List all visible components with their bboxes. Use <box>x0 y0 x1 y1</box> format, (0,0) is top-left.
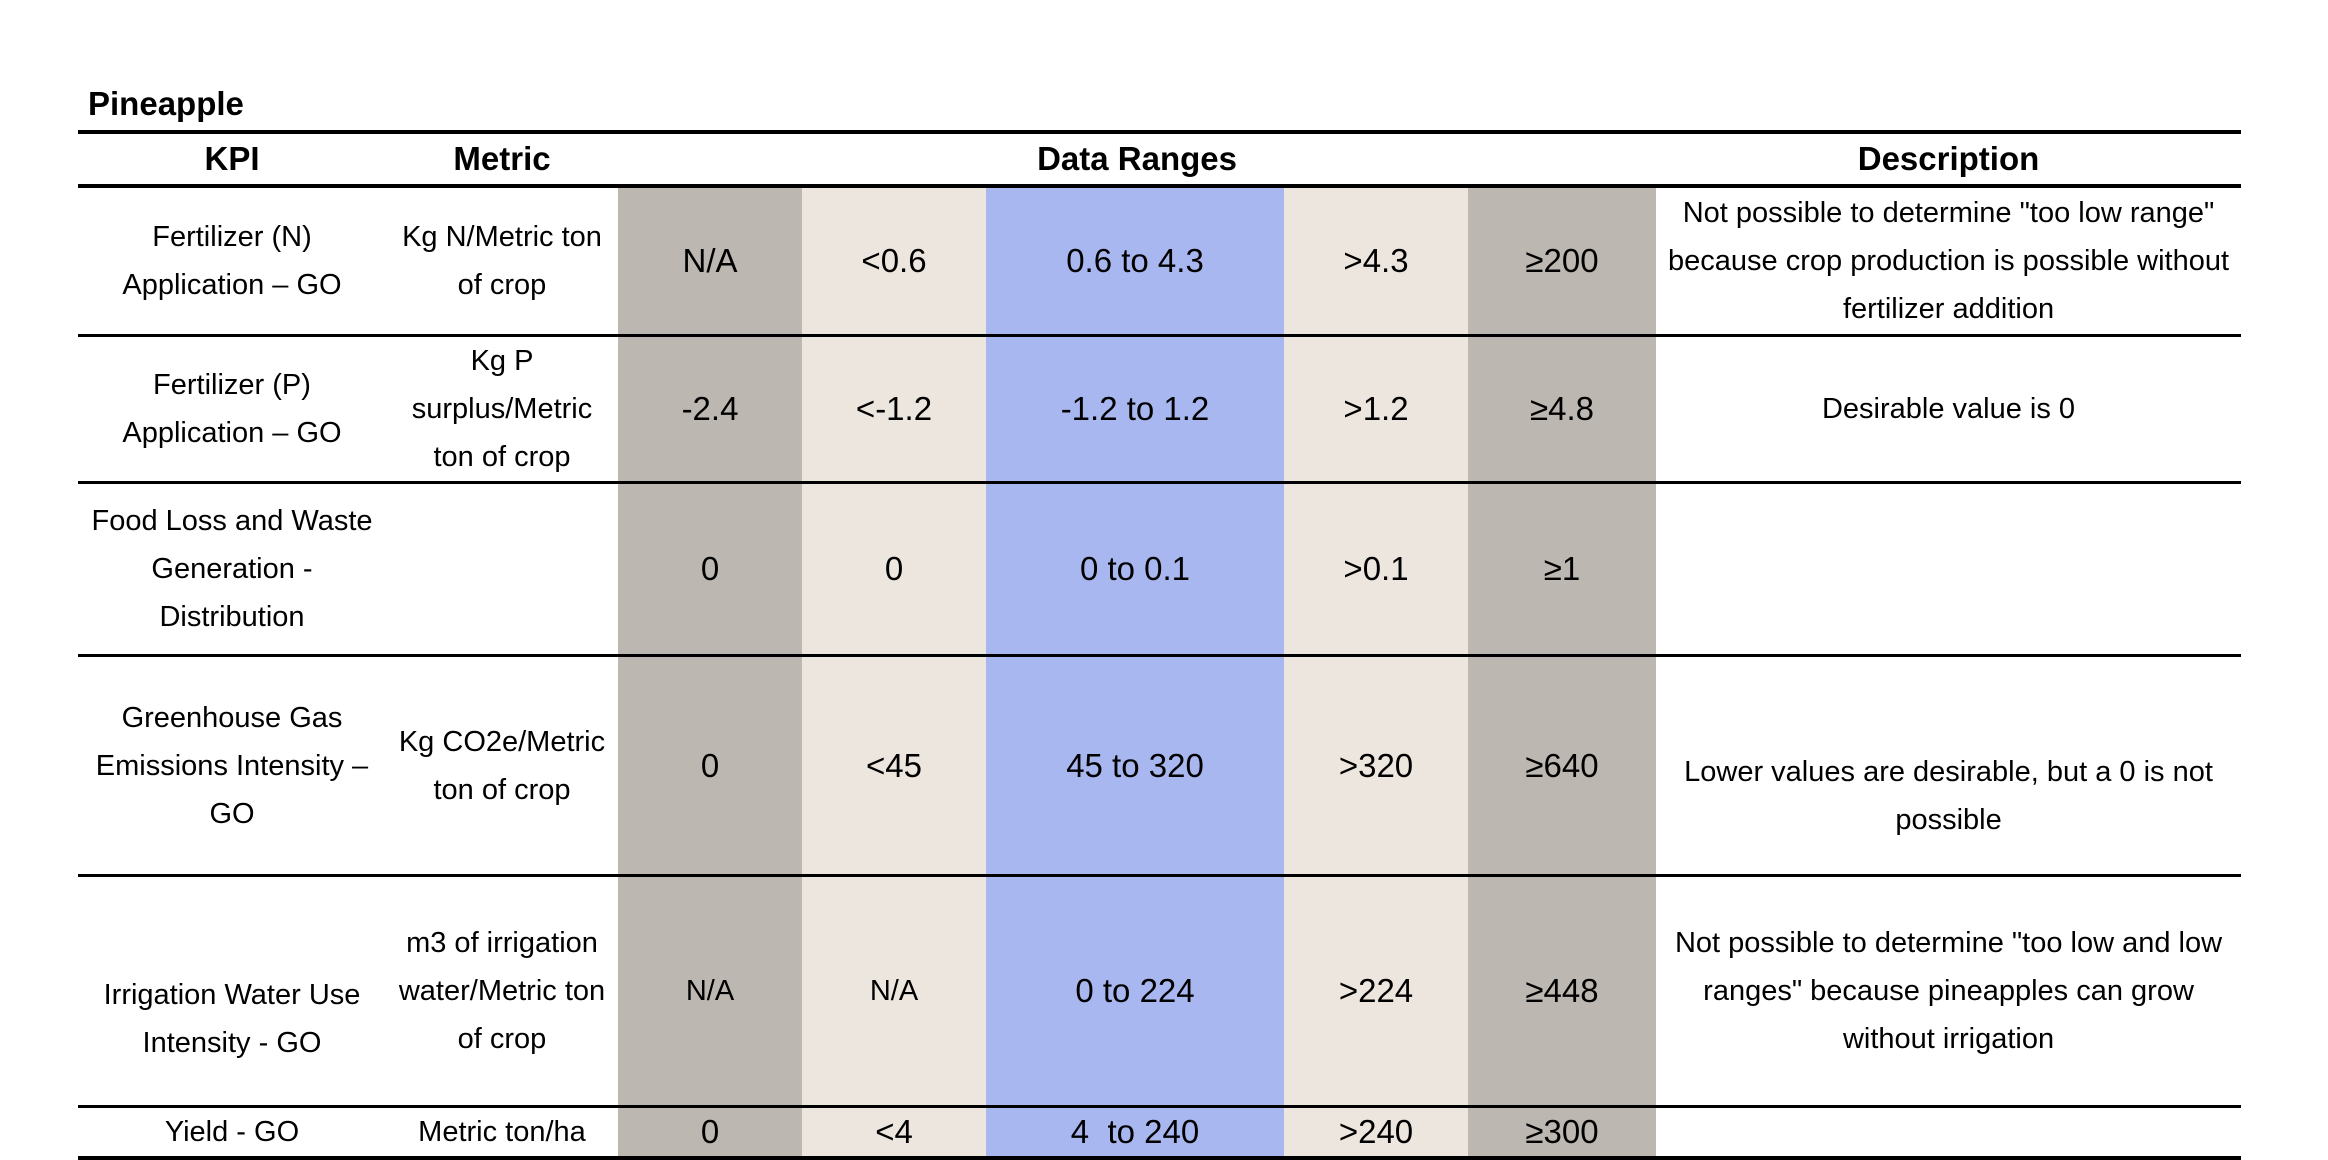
range-cell-very-high: ≥640 <box>1468 655 1657 877</box>
header-kpi: KPI <box>78 132 386 188</box>
metric-cell: Kg N/Metric ton of crop <box>386 186 618 337</box>
range-cell-target: 0 to 0.1 <box>986 482 1284 657</box>
description-cell <box>1656 482 2242 657</box>
description-cell: Lower values are desirable, but a 0 is n… <box>1656 655 2242 877</box>
range-cell-very-low: 0 <box>618 655 802 877</box>
range-cell-high: >224 <box>1284 875 1468 1108</box>
range-cell-very-low: 0 <box>618 482 802 657</box>
table-row: Fertilizer (P) Application – GO Kg P sur… <box>78 335 2242 484</box>
kpi-cell: Fertilizer (N) Application – GO <box>78 186 386 337</box>
range-cell-low: <-1.2 <box>802 335 986 484</box>
table-row: Irrigation Water Use Intensity - GO m3 o… <box>78 875 2242 1108</box>
header-metric: Metric <box>386 132 618 188</box>
range-cell-very-high: ≥200 <box>1468 186 1657 337</box>
table-row: Food Loss and Waste Generation - Distrib… <box>78 482 2242 657</box>
range-cell-low: <0.6 <box>802 186 986 337</box>
range-cell-very-low: N/A <box>618 186 802 337</box>
metric-cell: m3 of irrigation water/Metric ton of cro… <box>386 875 618 1108</box>
range-cell-target: 0 to 224 <box>986 875 1284 1108</box>
range-cell-low: N/A <box>802 875 986 1108</box>
description-cell: Not possible to determine "too low and l… <box>1656 875 2242 1108</box>
description-cell: Not possible to determine "too low range… <box>1656 186 2242 337</box>
range-cell-high: >0.1 <box>1284 482 1468 657</box>
range-cell-low: <4 <box>802 1106 986 1158</box>
range-cell-target: 4 to 240 <box>986 1106 1284 1158</box>
range-cell-very-high: ≥448 <box>1468 875 1657 1108</box>
table-row: Yield - GO Metric ton/ha 0 <4 4 to 240 >… <box>78 1106 2241 1159</box>
metric-cell: Kg CO2e/Metric ton of crop <box>386 655 618 877</box>
range-cell-high: >1.2 <box>1284 335 1468 484</box>
kpi-cell: Irrigation Water Use Intensity - GO <box>78 875 386 1108</box>
description-cell <box>1656 1107 2241 1159</box>
range-cell-target: 0.6 to 4.3 <box>986 186 1284 337</box>
page-title: Pineapple <box>88 85 244 122</box>
range-cell-very-low: 0 <box>618 1106 802 1158</box>
range-cell-high: >320 <box>1284 655 1468 877</box>
metric-cell: Metric ton/ha <box>418 1116 586 1148</box>
kpi-table: KPI Metric Data Ranges Description Ferti… <box>78 130 2242 1160</box>
range-cell-very-low: N/A <box>618 875 802 1108</box>
range-cell-low: <45 <box>802 655 986 877</box>
metric-cell: Kg P surplus/Metric ton of crop <box>386 335 618 484</box>
kpi-cell: Greenhouse Gas Emissions Intensity – GO <box>78 655 386 877</box>
range-cell-high: >240 <box>1284 1106 1468 1158</box>
range-cell-very-high: ≥4.8 <box>1468 335 1657 484</box>
header-data-ranges: Data Ranges <box>618 132 1657 188</box>
range-cell-high: >4.3 <box>1284 186 1468 337</box>
kpi-cell: Food Loss and Waste Generation - Distrib… <box>78 482 386 657</box>
table-row: Fertilizer (N) Application – GO Kg N/Met… <box>78 186 2242 337</box>
range-cell-very-high: ≥300 <box>1468 1106 1657 1158</box>
range-cell-low: 0 <box>802 482 986 657</box>
range-cell-target: -1.2 to 1.2 <box>986 335 1284 484</box>
range-cell-target: 45 to 320 <box>986 655 1284 877</box>
kpi-cell: Fertilizer (P) Application – GO <box>78 335 386 484</box>
header-description: Description <box>1656 132 2242 188</box>
range-cell-very-high: ≥1 <box>1468 482 1657 657</box>
metric-cell <box>386 482 618 657</box>
table-row: Greenhouse Gas Emissions Intensity – GO … <box>78 655 2242 877</box>
kpi-cell: Yield - GO <box>164 1116 300 1148</box>
description-cell: Desirable value is 0 <box>1656 335 2242 484</box>
header-row: KPI Metric Data Ranges Description <box>78 132 2242 188</box>
range-cell-very-low: -2.4 <box>618 335 802 484</box>
